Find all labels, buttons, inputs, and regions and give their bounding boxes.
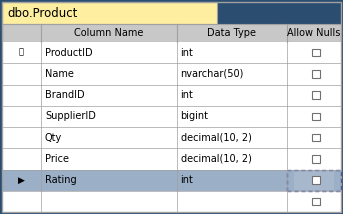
- Bar: [2, 42, 341, 63]
- Text: int: int: [180, 175, 193, 185]
- Bar: [2, 2, 217, 24]
- Text: nvarchar(50): nvarchar(50): [180, 69, 244, 79]
- Bar: [312, 49, 320, 56]
- Bar: [2, 106, 341, 127]
- Text: int: int: [180, 90, 193, 100]
- Bar: [2, 24, 341, 42]
- Bar: [2, 127, 341, 148]
- Bar: [2, 169, 341, 191]
- Text: Column Name: Column Name: [74, 28, 143, 38]
- Bar: [2, 85, 341, 106]
- Bar: [312, 113, 320, 120]
- Bar: [312, 70, 320, 78]
- Text: ▶: ▶: [18, 176, 25, 185]
- Text: Name: Name: [45, 69, 74, 79]
- Text: Data Type: Data Type: [207, 28, 256, 38]
- Text: SupplierID: SupplierID: [45, 111, 96, 121]
- Text: int: int: [180, 48, 193, 58]
- Text: decimal(10, 2): decimal(10, 2): [180, 154, 251, 164]
- Bar: [312, 91, 320, 99]
- Bar: [312, 134, 320, 141]
- Text: 🔑: 🔑: [19, 48, 24, 57]
- Bar: [2, 191, 341, 212]
- Bar: [294, 171, 334, 190]
- Bar: [217, 2, 341, 24]
- Text: Qty: Qty: [45, 133, 62, 143]
- Text: ProductID: ProductID: [45, 48, 93, 58]
- Bar: [312, 155, 320, 163]
- Bar: [312, 198, 320, 205]
- Text: dbo.Product: dbo.Product: [7, 6, 78, 19]
- Bar: [287, 169, 341, 191]
- Text: Rating: Rating: [45, 175, 76, 185]
- Text: BrandID: BrandID: [45, 90, 85, 100]
- Bar: [2, 24, 341, 42]
- Text: bigint: bigint: [180, 111, 209, 121]
- Text: Price: Price: [45, 154, 69, 164]
- Text: Allow Nulls: Allow Nulls: [287, 28, 341, 38]
- Bar: [2, 63, 341, 85]
- Text: decimal(10, 2): decimal(10, 2): [180, 133, 251, 143]
- Bar: [2, 148, 341, 169]
- Bar: [312, 176, 320, 184]
- Bar: [2, 2, 217, 24]
